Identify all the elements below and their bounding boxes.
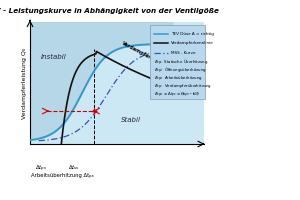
Text: TEV - Leistungskurve in Abhängigkeit von der Ventilgöße: TEV - Leistungskurve in Abhängigkeit von…: [0, 8, 219, 14]
Text: Arbeitsüberhitzung Δtₚₐ: Arbeitsüberhitzung Δtₚₐ: [31, 173, 93, 178]
Text: $\Delta t_{pa}$ = $\Delta t_{ps}$ = (t$_{pn}$ - t$_0$): $\Delta t_{pa}$ = $\Delta t_{ps}$ = (t$_…: [154, 90, 200, 99]
Text: Stabil: Stabil: [121, 117, 140, 123]
Text: Instabil: Instabil: [40, 54, 66, 60]
Text: $\Delta t_{ss}$: $\Delta t_{ss}$: [68, 164, 80, 172]
Text: MSS - Kurve: MSS - Kurve: [171, 50, 195, 54]
Text: $\Delta t_{pa}$  Arbeitsüberhitzung: $\Delta t_{pa}$ Arbeitsüberhitzung: [154, 74, 203, 83]
Text: Verdampferkennlinie: Verdampferkennlinie: [171, 41, 214, 45]
Text: Verdampferkennlinie: Verdampferkennlinie: [121, 40, 174, 72]
Text: $\Delta t_{pv}$  Verdampferüberhitzung: $\Delta t_{pv}$ Verdampferüberhitzung: [154, 82, 212, 91]
Text: $\Delta t_{p\ddot{o}}$  Öffnungsüberhitzung: $\Delta t_{p\ddot{o}}$ Öffnungsüberhitzu…: [154, 65, 207, 75]
Y-axis label: Verdampferleistung Q₀: Verdampferleistung Q₀: [22, 47, 27, 119]
Text: $\Delta t_{ps}$  Statische Überhitzung: $\Delta t_{ps}$ Statische Überhitzung: [154, 57, 209, 67]
FancyBboxPatch shape: [150, 25, 205, 99]
Polygon shape: [30, 22, 173, 140]
Text: $\Delta t_{ps}$: $\Delta t_{ps}$: [35, 164, 47, 174]
Text: TEV Düse A = richtig: TEV Düse A = richtig: [171, 32, 214, 36]
